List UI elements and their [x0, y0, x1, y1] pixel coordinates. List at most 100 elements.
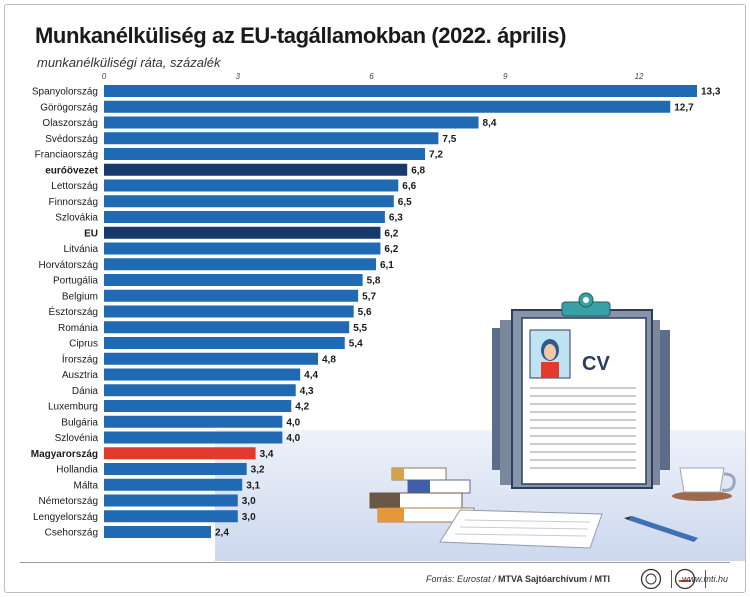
- category-label: Franciaország: [35, 150, 98, 161]
- value-label: 4,0: [286, 417, 300, 428]
- mti-url: www.mti.hu: [681, 574, 728, 584]
- bar: [104, 274, 363, 286]
- value-label: 5,6: [358, 307, 372, 318]
- bar: [104, 368, 301, 381]
- footer: Forrás: Eurostat / MTVA Sajtóarchívum / …: [0, 562, 750, 597]
- bar: [104, 100, 671, 113]
- pencil-icon: [624, 516, 698, 542]
- paper-sheet-icon: [439, 509, 603, 549]
- value-label: 6,6: [402, 181, 416, 192]
- category-label: Lengyelország: [33, 512, 98, 523]
- value-label: 7,5: [442, 134, 456, 145]
- category-label: Spanyolország: [32, 87, 98, 98]
- category-label: Magyarország: [31, 449, 98, 460]
- bar: [104, 148, 426, 160]
- value-label: 6,2: [384, 228, 398, 239]
- category-label: Bulgária: [61, 417, 98, 428]
- illustration: CV: [215, 292, 745, 561]
- bar: [104, 447, 256, 460]
- bar: [104, 195, 394, 208]
- bar: [104, 494, 238, 507]
- value-label: 6,5: [398, 197, 412, 208]
- category-label: Szlovénia: [55, 433, 99, 444]
- category-label: Lettország: [51, 181, 98, 192]
- bar: [104, 163, 408, 176]
- category-label: Finnország: [49, 197, 98, 208]
- bar: [104, 305, 354, 318]
- category-label: Dánia: [72, 386, 99, 397]
- category-label: Csehország: [45, 528, 98, 539]
- value-label: 5,4: [349, 339, 363, 350]
- x-tick-label: 12: [635, 72, 644, 81]
- book-stack-icon: [369, 467, 475, 523]
- category-label: Szlovákia: [55, 213, 98, 224]
- bar: [104, 478, 243, 491]
- category-label: Luxemburg: [48, 402, 98, 413]
- category-label: Olaszország: [42, 118, 98, 129]
- x-tick-label: 9: [503, 72, 508, 81]
- bar: [104, 463, 247, 475]
- cv-label: CV: [582, 353, 610, 375]
- category-label: Portugália: [53, 276, 98, 287]
- category-label: EU: [84, 228, 98, 239]
- bar: [104, 431, 283, 444]
- category-label: Írország: [62, 352, 98, 365]
- mti-logo-icon: [674, 568, 696, 590]
- value-label: 4,0: [286, 433, 300, 444]
- logo-separator: [671, 570, 672, 588]
- category-label: Németország: [39, 496, 98, 507]
- value-label: 3,2: [251, 465, 265, 476]
- bar: [104, 211, 385, 223]
- bar: [104, 289, 359, 302]
- bar: [104, 226, 381, 239]
- category-label: Ausztria: [62, 370, 99, 381]
- value-label: 5,8: [367, 276, 381, 287]
- cv-portrait-icon: [529, 329, 571, 379]
- category-label: Észtország: [49, 305, 98, 318]
- value-label: 12,7: [674, 102, 694, 113]
- category-label: Belgium: [62, 291, 98, 302]
- category-label: euróövezet: [45, 165, 98, 176]
- value-label: 5,7: [362, 291, 376, 302]
- category-label: Ciprus: [69, 339, 98, 350]
- value-label: 13,3: [701, 87, 721, 98]
- bar: [104, 85, 697, 97]
- x-axis-ticks: 0 3 6 9 12: [102, 72, 644, 81]
- bar: [104, 258, 376, 271]
- coffee-cup-icon: [672, 467, 736, 501]
- bar: [104, 384, 296, 397]
- cv-text-lines: [530, 387, 636, 469]
- mtva-logo-icon: [640, 568, 662, 590]
- bar: [104, 510, 238, 523]
- category-label: Málta: [74, 480, 99, 491]
- category-label: Hollandia: [56, 465, 98, 476]
- source-prefix: Forrás: Eurostat /: [425, 574, 498, 584]
- value-label: 8,4: [483, 118, 497, 129]
- category-label: Litvánia: [64, 244, 99, 255]
- footer-divider: [20, 562, 730, 563]
- clipboard-icon: [492, 292, 670, 489]
- value-label: 3,1: [246, 480, 260, 491]
- category-label: Horvátország: [39, 260, 98, 271]
- value-label: 3,0: [242, 512, 256, 523]
- x-tick-label: 6: [369, 72, 374, 81]
- chart-subtitle: munkanélküliségi ráta, százalék: [37, 55, 221, 70]
- value-label: 7,2: [429, 150, 443, 161]
- value-label: 3,4: [260, 449, 274, 460]
- bar: [104, 337, 345, 349]
- x-tick-label: 3: [236, 72, 241, 81]
- value-label: 4,3: [300, 386, 314, 397]
- bars: Spanyolország 13,3 Görögország 12,7 Olaszors…: [31, 85, 721, 539]
- bar: [104, 415, 283, 428]
- value-label: 6,2: [384, 244, 398, 255]
- value-label: 3,0: [242, 496, 256, 507]
- value-label: 5,5: [353, 323, 367, 334]
- value-label: 4,4: [304, 370, 318, 381]
- value-label: 6,8: [411, 165, 425, 176]
- bar: [104, 526, 212, 538]
- bar: [104, 242, 381, 255]
- category-label: Svédország: [45, 134, 98, 145]
- value-label: 6,1: [380, 260, 394, 271]
- source-note: Forrás: Eurostat / MTVA Sajtóarchívum / …: [426, 574, 610, 584]
- bar: [104, 352, 319, 365]
